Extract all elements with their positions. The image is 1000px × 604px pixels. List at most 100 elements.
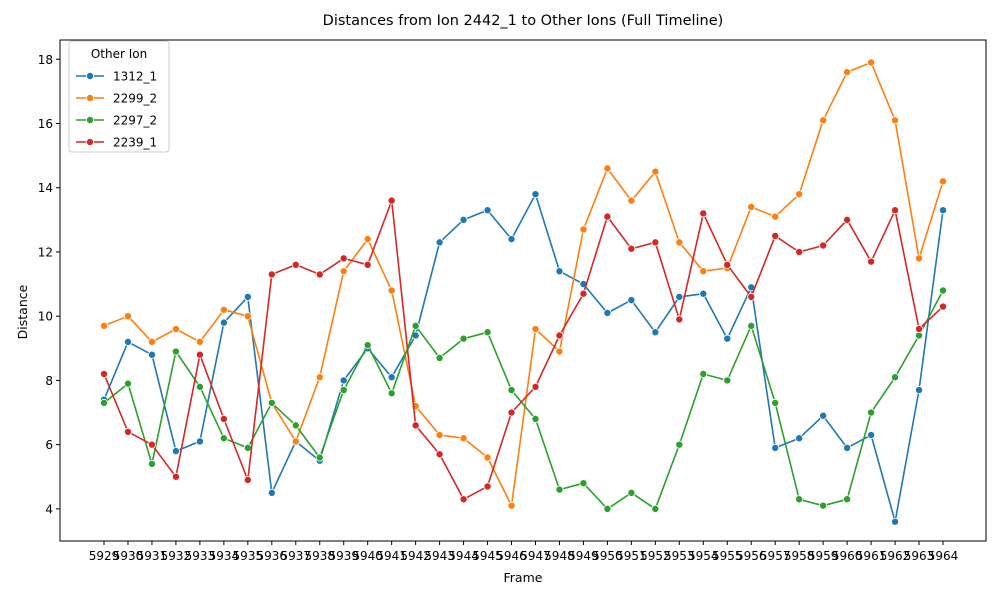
- data-point: [747, 292, 756, 301]
- data-point: [459, 434, 468, 443]
- data-point: [243, 312, 252, 321]
- data-point: [819, 241, 828, 250]
- data-point: [651, 328, 660, 337]
- data-point: [843, 443, 852, 452]
- x-tick-label: 5949: [568, 549, 599, 563]
- data-point: [267, 488, 276, 497]
- x-tick-label: 5929: [89, 549, 120, 563]
- data-point: [867, 408, 876, 417]
- data-point: [171, 447, 180, 456]
- data-point: [291, 421, 300, 430]
- legend-label: 2297_2: [113, 114, 157, 128]
- data-point: [819, 501, 828, 510]
- data-point: [699, 267, 708, 276]
- data-point: [387, 373, 396, 382]
- legend-title: Other Ion: [91, 47, 147, 61]
- x-tick-label: 5960: [832, 549, 863, 563]
- data-point: [147, 337, 156, 346]
- data-point: [939, 302, 948, 311]
- x-tick-label: 5962: [880, 549, 911, 563]
- legend-item: 2239_1: [76, 136, 157, 150]
- data-point: [555, 267, 564, 276]
- legend-label: 2239_1: [113, 136, 157, 150]
- data-point: [627, 488, 636, 497]
- series-line: [103, 193, 944, 523]
- data-point: [843, 68, 852, 77]
- data-point: [483, 482, 492, 491]
- x-tick-label: 5957: [760, 549, 791, 563]
- data-point: [483, 328, 492, 337]
- data-point: [891, 206, 900, 215]
- series-line: [103, 290, 944, 510]
- data-point: [699, 209, 708, 218]
- x-tick-label: 5961: [856, 549, 887, 563]
- legend-marker: [86, 94, 95, 103]
- data-point: [843, 215, 852, 224]
- y-axis-label: Distance: [15, 284, 30, 339]
- data-point: [603, 504, 612, 513]
- legend-items: 1312_1 2299_2 2297_2 2239_1: [76, 70, 157, 150]
- data-point: [771, 443, 780, 452]
- legend-label: 2299_2: [113, 92, 157, 106]
- data-point: [507, 501, 516, 510]
- data-point: [195, 350, 204, 359]
- series-1312_1: [100, 190, 948, 526]
- y-tick-label: 14: [38, 181, 53, 195]
- data-point: [795, 495, 804, 504]
- data-point: [123, 379, 132, 388]
- data-point: [243, 292, 252, 301]
- data-point: [675, 315, 684, 324]
- plot-frame: [59, 39, 987, 542]
- legend-marker: [86, 116, 95, 125]
- data-point: [339, 254, 348, 263]
- data-point: [147, 440, 156, 449]
- data-point: [435, 431, 444, 440]
- legend-item: 2299_2: [76, 92, 157, 106]
- y-tick-label: 4: [45, 502, 53, 516]
- data-point: [291, 260, 300, 269]
- data-point: [459, 495, 468, 504]
- data-point: [939, 286, 948, 295]
- data-point: [915, 254, 924, 263]
- data-point: [507, 386, 516, 395]
- data-point: [819, 411, 828, 420]
- data-point: [915, 386, 924, 395]
- data-point: [939, 206, 948, 215]
- x-tick-label: 5933: [185, 549, 216, 563]
- data-point: [219, 434, 228, 443]
- data-point: [699, 369, 708, 378]
- series-2297_2: [100, 286, 948, 513]
- data-point: [219, 414, 228, 423]
- data-point: [675, 440, 684, 449]
- x-tick-label: 5943: [424, 549, 455, 563]
- legend-item: 2297_2: [76, 114, 157, 128]
- data-point: [507, 408, 516, 417]
- data-point: [915, 325, 924, 334]
- data-point: [723, 334, 732, 343]
- y-tick-label: 18: [38, 53, 53, 67]
- data-point: [147, 459, 156, 468]
- data-point: [891, 517, 900, 526]
- data-point: [387, 389, 396, 398]
- y-tick-label: 16: [38, 117, 53, 131]
- x-tick-label: 5964: [928, 549, 959, 563]
- x-tick-label: 5938: [304, 549, 335, 563]
- data-point: [579, 479, 588, 488]
- y-tick-label: 10: [38, 310, 53, 324]
- legend-marker: [86, 72, 95, 81]
- data-point: [675, 238, 684, 247]
- data-point: [699, 289, 708, 298]
- data-point: [651, 504, 660, 513]
- series-layer: [100, 58, 948, 526]
- data-point: [747, 321, 756, 330]
- data-point: [555, 331, 564, 340]
- data-point: [339, 376, 348, 385]
- data-point: [435, 450, 444, 459]
- data-point: [387, 286, 396, 295]
- data-point: [315, 373, 324, 382]
- data-point: [555, 485, 564, 494]
- data-point: [363, 341, 372, 350]
- data-point: [219, 305, 228, 314]
- data-point: [771, 212, 780, 221]
